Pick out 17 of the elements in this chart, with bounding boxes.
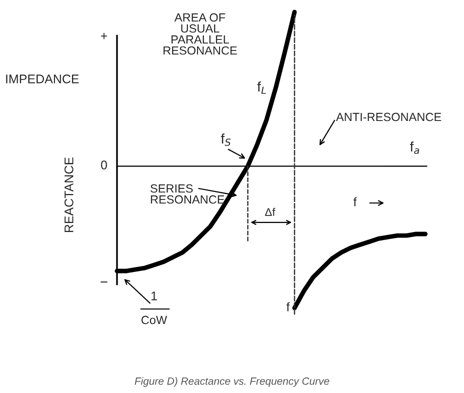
annotation: AREA OF USUAL PARALLEL RESONANCE [164, 13, 237, 55]
text: 0 [101, 160, 107, 170]
annotation: f$_{L}$ [257, 81, 266, 94]
annotation: SERIES RESONANCE [150, 184, 224, 204]
text: IMPEDANCE [6, 74, 79, 84]
annotation: f$_{S}$ [220, 133, 231, 146]
annotation: f [353, 197, 357, 206]
text: Figure D) Reactance vs. Frequency Curve [134, 377, 330, 387]
text: CoW [141, 316, 168, 324]
annotation: 1 [151, 292, 157, 300]
annotation: f$_{a}$ [410, 141, 420, 154]
annotation: ANTI-RESONANCE [336, 112, 442, 122]
annotation: f [286, 302, 290, 312]
text: + [100, 33, 108, 40]
annotation: Δf [265, 208, 276, 216]
text: − [100, 281, 108, 282]
y-axis-title: REACTANCE [64, 157, 74, 232]
